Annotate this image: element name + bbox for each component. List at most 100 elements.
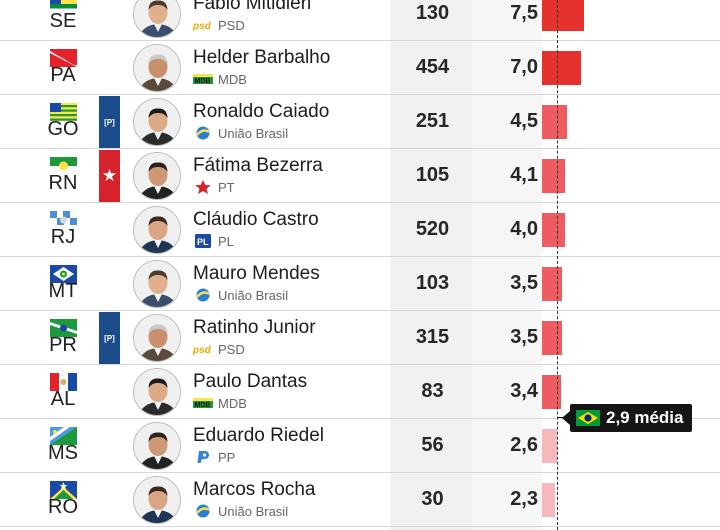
party: MDB MDB xyxy=(193,395,247,411)
state-flag-icon xyxy=(50,157,77,175)
count-column-bg xyxy=(390,0,472,530)
avatar xyxy=(133,98,181,146)
governor-name: Ratinho Junior xyxy=(193,317,316,338)
party: psd PSD xyxy=(193,17,245,33)
state-abbr: MT xyxy=(48,280,78,302)
count-value: 105 xyxy=(415,164,450,186)
count-value: 520 xyxy=(415,218,450,240)
state-abbr: PA xyxy=(50,64,76,86)
party: PT xyxy=(193,179,235,195)
avatar xyxy=(133,0,181,38)
governor-row: GO [P] Ronaldo Caiado União Brasil 251 4,5 xyxy=(0,95,720,149)
governor-name: Helder Barbalho xyxy=(193,47,331,68)
party: psd PSD xyxy=(193,341,245,357)
governor-row: MS Eduardo Riedel PP 56 2,6 xyxy=(0,419,720,473)
percent-bar xyxy=(542,159,565,193)
state-abbr: RN xyxy=(48,172,78,194)
party-name: União Brasil xyxy=(218,503,289,519)
party-name: PSD xyxy=(218,341,245,357)
count-value: 103 xyxy=(415,272,450,294)
count-value: 30 xyxy=(421,488,444,510)
uniao-logo-icon xyxy=(193,126,213,140)
state-flag-icon xyxy=(50,0,77,13)
state-abbr: AL xyxy=(50,388,76,410)
governor-row: MT Mauro Mendes União Brasil 103 3,5 xyxy=(0,257,720,311)
party-name: PL xyxy=(218,233,234,249)
governor-row: RO Marcos Rocha União Brasil 30 2,3 xyxy=(0,473,720,527)
avatar xyxy=(133,422,181,470)
governor-row: SE Fábio Mitidieri psd PSD 130 7,5 xyxy=(0,0,720,41)
average-line xyxy=(557,0,558,530)
state-flag-icon xyxy=(50,103,77,121)
party: União Brasil xyxy=(193,503,288,519)
average-badge: 2,9 média xyxy=(562,404,692,432)
percent-value: 3,5 xyxy=(510,326,538,348)
mdb-logo-icon: MDB xyxy=(193,72,213,86)
avatar xyxy=(133,368,181,416)
party-name: MDB xyxy=(218,71,247,87)
party: PP xyxy=(193,449,235,465)
governor-name: Fátima Bezerra xyxy=(193,155,323,176)
percent-value: 3,4 xyxy=(510,380,538,402)
percent-value: 4,5 xyxy=(510,110,538,132)
state-flag-icon xyxy=(50,211,77,229)
pre-candidate-tag: [P] xyxy=(99,96,120,148)
percent-value: 4,1 xyxy=(510,164,538,186)
state-abbr: RO xyxy=(48,496,78,518)
state-flag-icon xyxy=(50,427,77,445)
governor-name: Fábio Mitidieri xyxy=(193,0,312,14)
party-name: PT xyxy=(218,179,235,195)
state-flag-icon xyxy=(50,481,77,499)
party-name: PSD xyxy=(218,17,245,33)
percent-bar xyxy=(542,267,562,301)
state-flag-icon xyxy=(50,373,77,391)
percent-bar xyxy=(542,105,567,139)
svg-text:MDB: MDB xyxy=(195,402,211,409)
percent-value: 7,5 xyxy=(510,2,538,24)
state-abbr: GO xyxy=(47,118,79,140)
percent-value: 7,0 xyxy=(510,56,538,78)
avatar xyxy=(133,260,181,308)
percent-value: 2,6 xyxy=(510,434,538,456)
governor-row: AL Paulo Dantas MDB MDB 83 3,4 xyxy=(0,365,720,419)
brazil-flag-icon xyxy=(576,410,600,426)
governor-name: Paulo Dantas xyxy=(193,371,308,392)
percent-bar xyxy=(542,429,557,463)
avatar xyxy=(133,206,181,254)
uniao-logo-icon xyxy=(193,288,213,302)
percent-value: 4,0 xyxy=(510,218,538,240)
pl-logo-icon: PL xyxy=(193,234,213,248)
uniao-logo-icon xyxy=(193,504,213,518)
governor-name: Cláudio Castro xyxy=(193,209,319,230)
avatar xyxy=(133,314,181,362)
party-name: MDB xyxy=(218,395,247,411)
avatar xyxy=(133,44,181,92)
pt-logo-icon xyxy=(193,180,213,194)
pre-candidate-tag: [P] xyxy=(99,312,120,364)
party: União Brasil xyxy=(193,125,288,141)
count-value: 130 xyxy=(415,2,450,24)
percent-bar xyxy=(542,375,561,409)
governor-name: Marcos Rocha xyxy=(193,479,316,500)
pp-logo-icon xyxy=(193,450,213,464)
governor-row: PA Helder Barbalho MDB MDB 454 7,0 xyxy=(0,41,720,95)
svg-text:MDB: MDB xyxy=(195,78,211,85)
governor-row: RJ Cláudio Castro PL PL 520 4,0 xyxy=(0,203,720,257)
pt-star-tag: ★ xyxy=(99,150,120,202)
party-name: União Brasil xyxy=(218,125,289,141)
party-name: PP xyxy=(218,449,236,465)
avatar xyxy=(133,152,181,200)
party: União Brasil xyxy=(193,287,288,303)
state-abbr: RJ xyxy=(50,226,76,248)
percent-column-bg xyxy=(472,0,542,530)
party: PL PL xyxy=(193,233,234,249)
governor-row: PR [P] Ratinho Junior psd PSD 315 3,5 xyxy=(0,311,720,365)
state-abbr: PR xyxy=(49,334,77,356)
state-flag-icon xyxy=(50,265,77,283)
svg-text:psd: psd xyxy=(193,21,212,32)
state-flag-icon xyxy=(50,49,77,67)
count-value: 454 xyxy=(415,56,450,78)
percent-value: 3,5 xyxy=(510,272,538,294)
state-flag-icon xyxy=(50,319,77,337)
